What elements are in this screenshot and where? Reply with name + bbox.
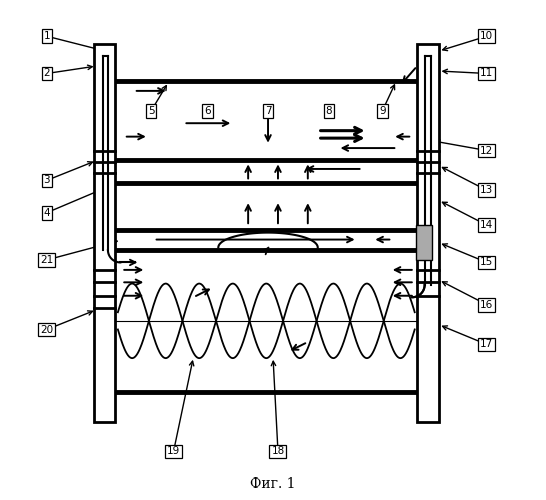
Text: 18: 18 (271, 446, 284, 456)
Bar (416, 225, 432, 260)
Text: 19: 19 (167, 446, 180, 456)
Text: 2: 2 (44, 68, 50, 78)
Text: 15: 15 (480, 258, 494, 268)
Text: 5: 5 (148, 106, 155, 116)
Text: 3: 3 (44, 176, 50, 186)
Text: 20: 20 (40, 324, 54, 334)
Text: 12: 12 (480, 146, 494, 156)
Text: 21: 21 (40, 255, 54, 265)
Text: 13: 13 (480, 186, 494, 196)
Text: 8: 8 (325, 106, 332, 116)
Text: 14: 14 (480, 220, 494, 230)
Text: 9: 9 (379, 106, 385, 116)
Text: 6: 6 (204, 106, 211, 116)
Text: 1: 1 (44, 31, 50, 41)
Text: 10: 10 (480, 31, 494, 41)
Text: 4: 4 (44, 208, 50, 218)
Text: 11: 11 (480, 68, 494, 78)
Text: 16: 16 (480, 300, 494, 310)
Text: 17: 17 (480, 340, 494, 349)
Text: 7: 7 (265, 106, 271, 116)
Polygon shape (94, 44, 115, 422)
Polygon shape (417, 44, 438, 422)
Text: Фиг. 1: Фиг. 1 (250, 476, 296, 490)
